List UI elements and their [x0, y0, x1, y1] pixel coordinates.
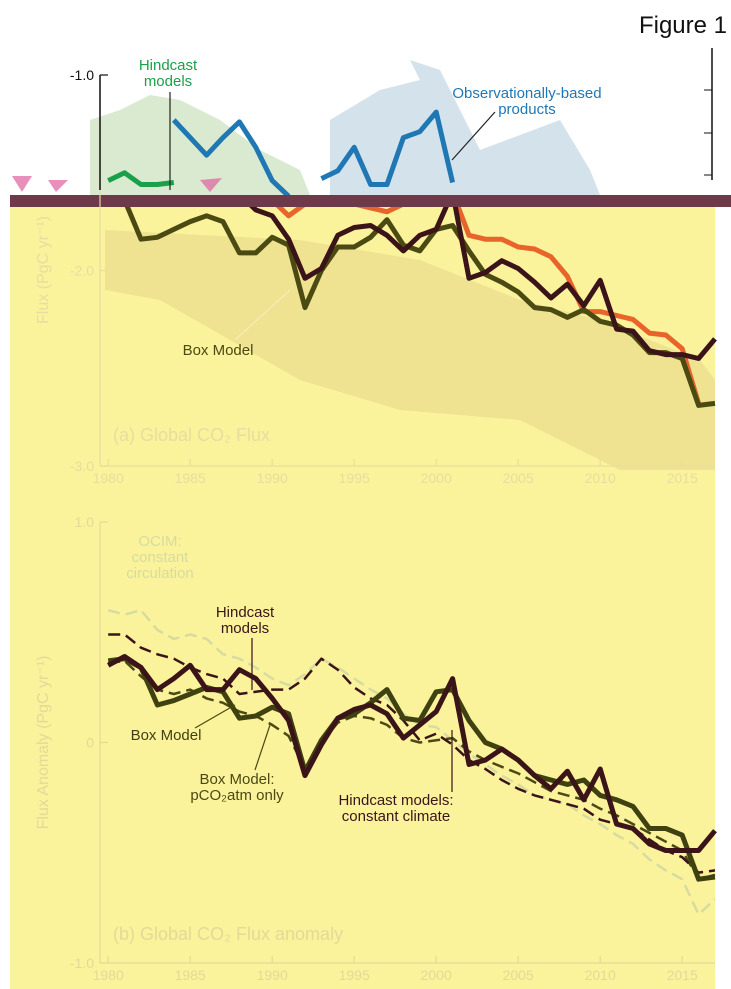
series-line — [108, 633, 716, 874]
series-label: Box Model — [130, 727, 202, 744]
range-shade — [105, 230, 715, 470]
x-tick-label: 1980 — [93, 470, 124, 486]
series-line — [107, 170, 175, 187]
series-label: Hindcast models — [215, 604, 275, 637]
series-label: Box Model: pCO₂atm only — [190, 771, 284, 804]
x-tick-label: 2015 — [667, 470, 698, 486]
series-label: Observationally-based products — [452, 85, 602, 118]
y-tick-label: -2.0 — [70, 263, 94, 279]
x-tick-label: 1995 — [339, 470, 370, 486]
glitch-mark — [12, 176, 222, 192]
leader-line — [234, 289, 291, 341]
series-line — [107, 654, 717, 853]
range-shade — [330, 60, 600, 195]
x-tick-label: 1985 — [175, 470, 206, 486]
leader-line — [451, 111, 496, 161]
series-label: OCIM: constant circulation — [126, 533, 194, 582]
top-layer — [107, 109, 456, 195]
chart-title: (b) Global CO₂ Flux anomaly — [113, 924, 343, 944]
x-tick-label: 2010 — [585, 470, 616, 486]
figure-title: Figure 1 — [638, 12, 727, 39]
chart-title: (a) Global CO₂ Flux — [113, 425, 270, 445]
x-tick-label: 2000 — [421, 967, 452, 983]
x-tick-label: 2005 — [503, 470, 534, 486]
x-tick-label: 1990 — [257, 967, 288, 983]
y-tick-label: 0 — [86, 735, 94, 751]
bottom-layer — [107, 207, 717, 916]
y-axis-label: Flux Anomaly (PgC yr⁻¹) — [35, 656, 52, 830]
y-axis-label: Flux (PgC yr⁻¹) — [35, 216, 52, 324]
series-line — [107, 608, 716, 916]
x-tick-label: 2010 — [585, 967, 616, 983]
series-line — [171, 109, 456, 195]
x-tick-label: 1990 — [257, 470, 288, 486]
series-label: Hindcast models: constant climate — [338, 792, 454, 825]
x-tick-label: 2000 — [421, 470, 452, 486]
x-tick-label: 2015 — [667, 967, 698, 983]
x-tick-label: 1995 — [339, 967, 370, 983]
y-tick-label: -3.0 — [70, 458, 94, 474]
y-tick-label: -1.0 — [70, 955, 94, 971]
series-label: Hindcast models — [138, 57, 198, 90]
leader-line — [194, 704, 236, 729]
x-tick-label: 2005 — [503, 967, 534, 983]
x-tick-label: 1980 — [93, 967, 124, 983]
y-tick-label: -1.0 — [70, 67, 94, 83]
x-tick-label: 1985 — [175, 967, 206, 983]
series-label: Box Model — [182, 342, 254, 359]
series-line — [275, 207, 701, 405]
glitch-band — [10, 195, 731, 207]
series-line — [249, 207, 717, 361]
y-tick-label: 1.0 — [75, 514, 95, 530]
leader-line — [254, 724, 271, 771]
